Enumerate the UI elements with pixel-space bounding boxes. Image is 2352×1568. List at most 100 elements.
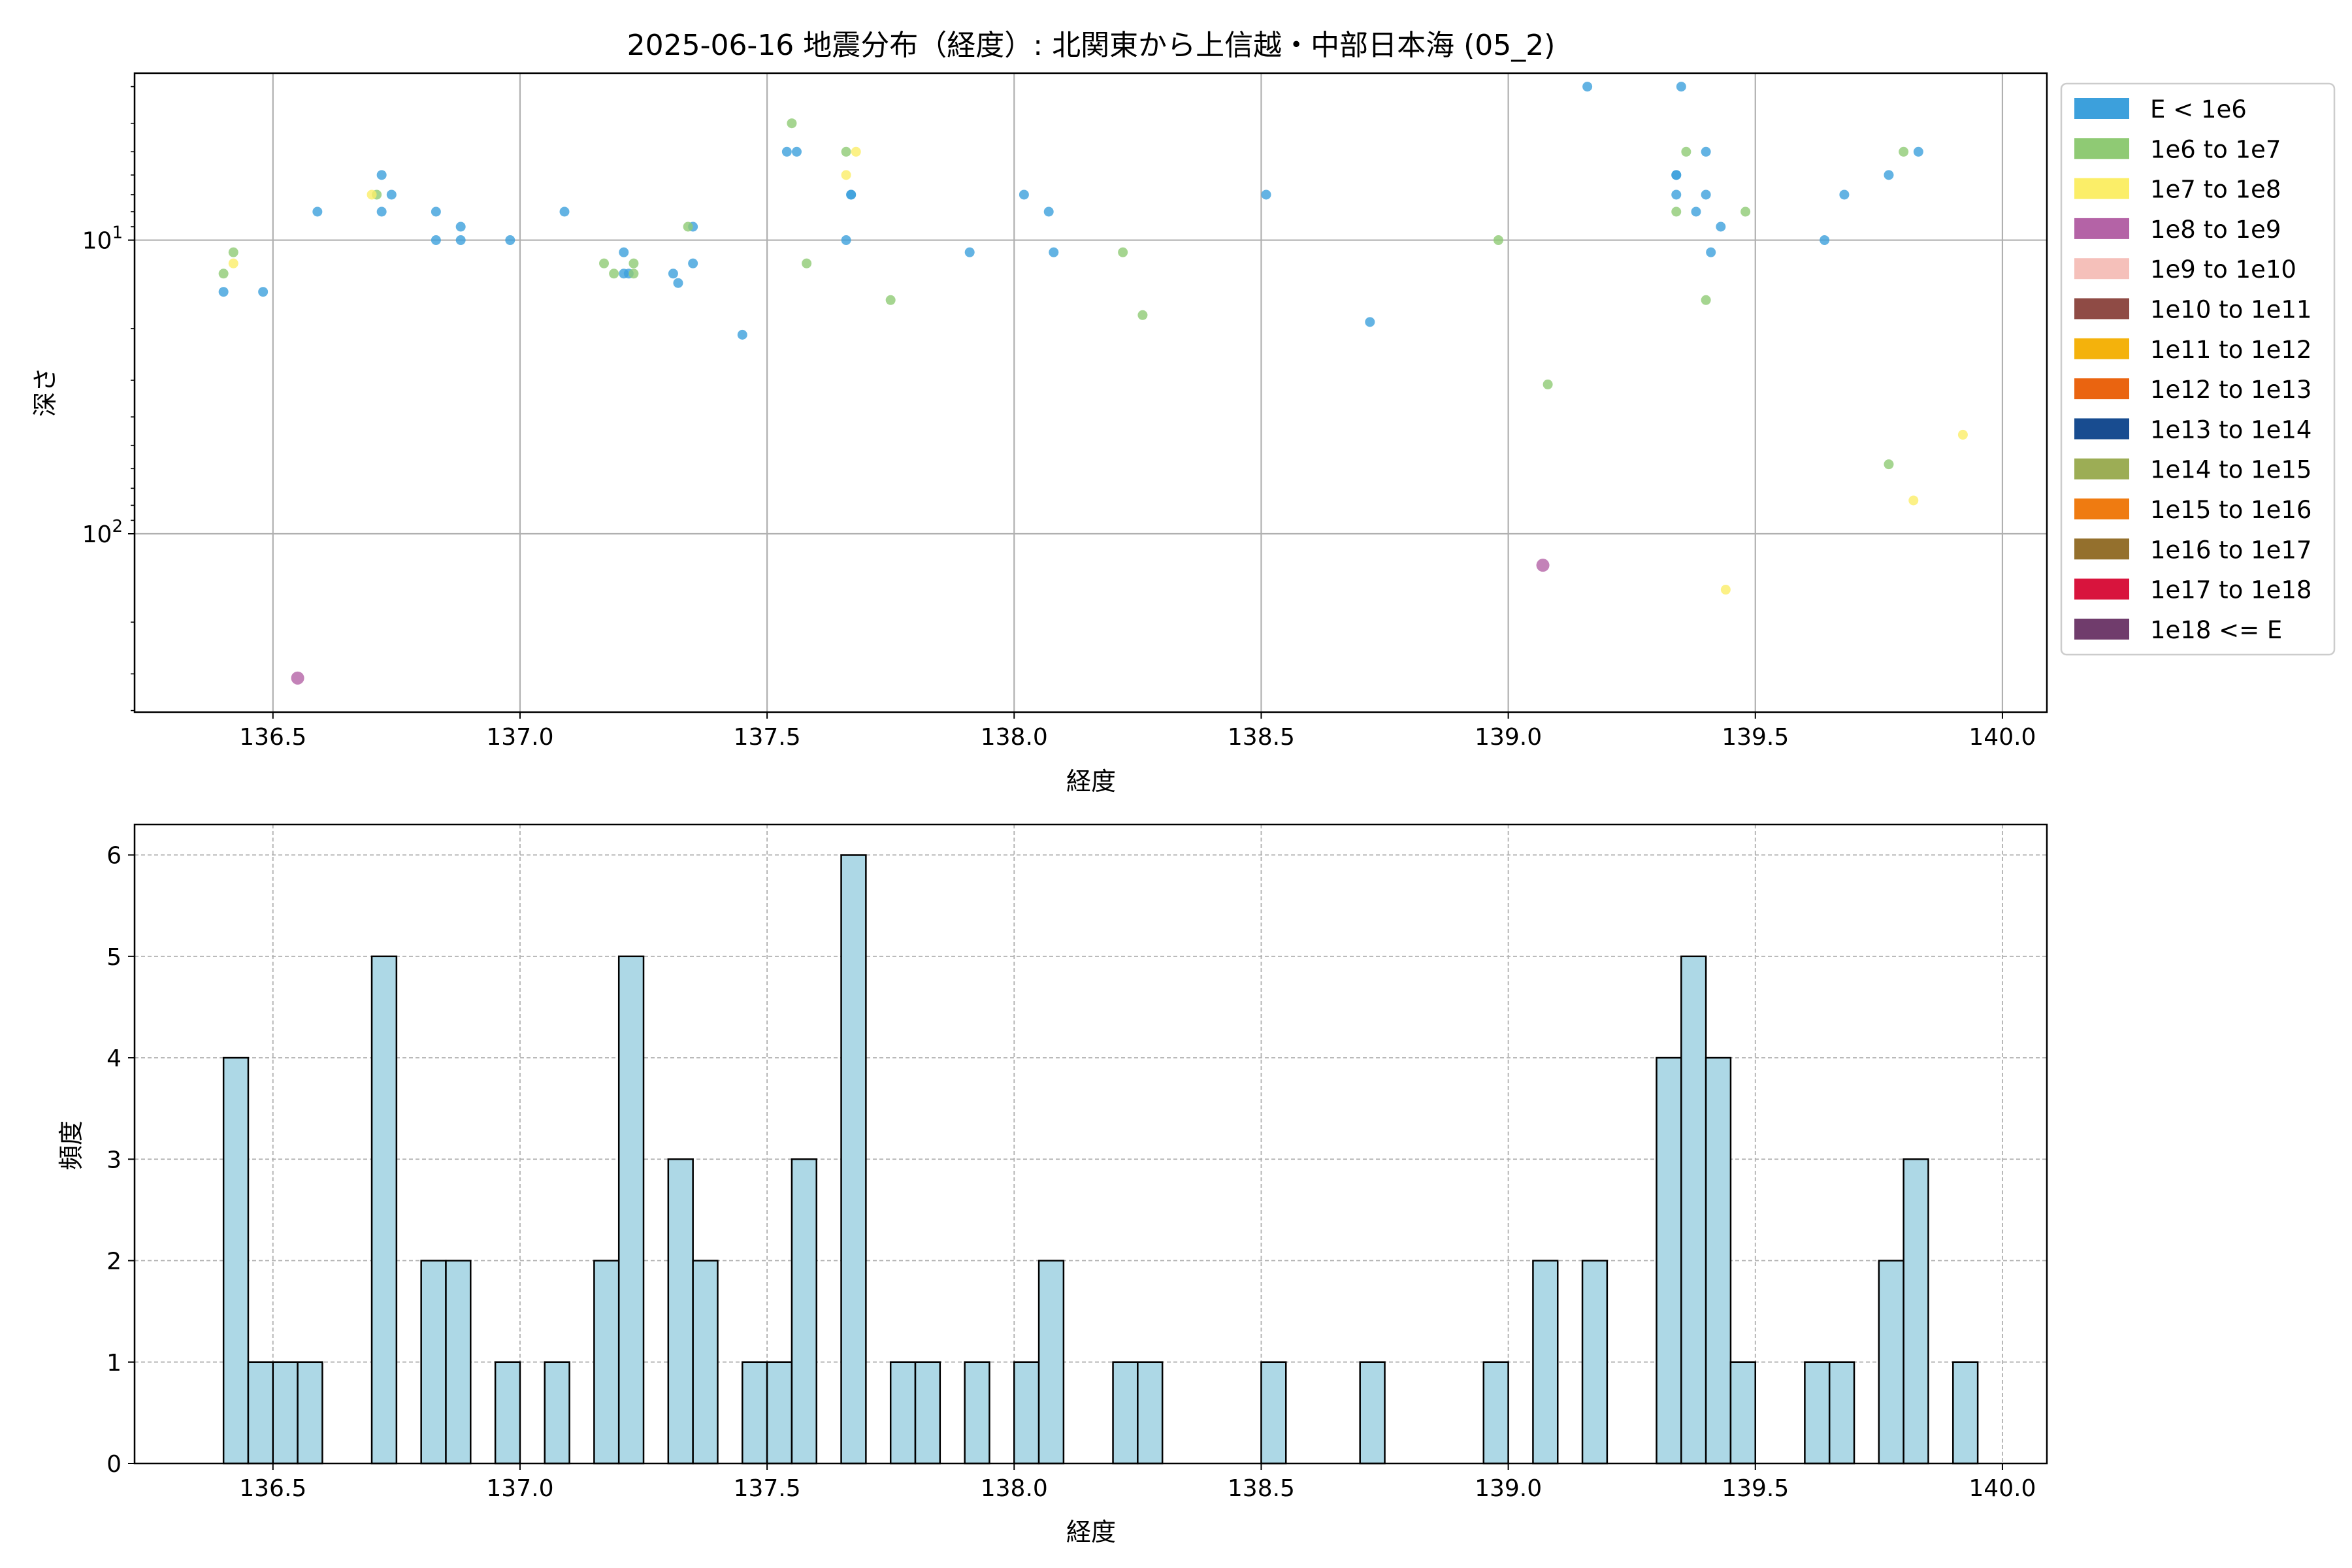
legend-label: 1e17 to 1e18 — [2150, 576, 2311, 604]
histogram-bar — [1260, 1361, 1287, 1465]
scatter-x-tick-label: 139.0 — [1475, 724, 1542, 751]
scatter-y-axis-label: 深さ — [31, 367, 59, 417]
histogram-y-ticks: 0 1 2 3 4 5 6 — [106, 843, 135, 1478]
scatter-x-tick-label: 137.5 — [734, 724, 801, 751]
histogram-bar — [445, 1260, 472, 1465]
histogram-bar — [297, 1361, 323, 1465]
histogram-x-tick-label: 136.5 — [239, 1475, 306, 1502]
histogram-bar — [544, 1361, 570, 1465]
histogram-x-axis-label: 経度 — [1066, 1518, 1116, 1546]
scatter-plot: 136.5 137.0 137.5 138.0 138.5 139.0 139.5 140.0… — [31, 72, 2048, 796]
scatter-point — [802, 258, 812, 269]
scatter-point — [846, 189, 857, 200]
histogram-bar — [964, 1361, 990, 1465]
legend-swatch — [2074, 578, 2129, 600]
legend-label: 1e16 to 1e17 — [2150, 536, 2311, 564]
scatter-point — [1908, 495, 1919, 506]
scatter-point — [609, 269, 619, 279]
legend-swatch — [2074, 138, 2129, 159]
legend-label: 1e11 to 1e12 — [2150, 336, 2311, 364]
legend-box — [2060, 82, 2336, 656]
histogram-bar — [420, 1260, 447, 1465]
scatter-point — [1049, 247, 1059, 257]
scatter-x-tick-label: 137.0 — [486, 724, 553, 751]
scatter-x-tick-label: 138.5 — [1228, 724, 1295, 751]
histogram-bar — [617, 955, 645, 1465]
legend-swatch — [2074, 378, 2129, 400]
histogram-x-ticks: 136.5 137.0 137.5 138.0 138.5 139.0 139.5 140.0 — [239, 1463, 2036, 1502]
scatter-point — [228, 258, 238, 269]
scatter-point — [841, 146, 851, 157]
scatter-axes-frame — [133, 72, 2048, 713]
scatter-x-tick-label: 136.5 — [239, 724, 306, 751]
histogram-x-tick-label: 138.0 — [981, 1475, 1048, 1502]
scatter-point — [1671, 206, 1682, 217]
histogram-bar — [766, 1361, 793, 1465]
scatter-point — [1137, 310, 1148, 320]
histogram-bar — [1656, 1056, 1682, 1465]
scatter-point — [1913, 146, 1923, 157]
histogram-bar — [667, 1158, 694, 1465]
histogram-bar — [1532, 1260, 1559, 1465]
scatter-point — [885, 295, 896, 305]
scatter-point — [629, 258, 639, 269]
scatter-point — [673, 278, 683, 288]
histogram-x-tick-label: 138.5 — [1228, 1475, 1295, 1502]
legend-label: 1e18 <= E — [2150, 616, 2282, 644]
scatter-point — [781, 146, 792, 157]
scatter-point — [431, 235, 441, 246]
scatter-point — [559, 206, 570, 217]
legend-label: 1e10 to 1e11 — [2150, 296, 2311, 324]
legend-label: 1e12 to 1e13 — [2150, 376, 2311, 404]
histogram-bar — [1828, 1361, 1855, 1465]
histogram-bar — [1952, 1361, 1979, 1465]
scatter-point — [1884, 459, 1894, 470]
scatter-point — [1899, 146, 1909, 157]
scatter-point — [619, 247, 629, 257]
histogram-bar — [1137, 1361, 1164, 1465]
scatter-point — [1706, 247, 1716, 257]
scatter-point — [1671, 170, 1682, 180]
histogram-y-tick-label: 5 — [106, 944, 122, 971]
histogram-y-tick-label: 6 — [106, 843, 122, 870]
scatter-y-tick-exponent: 2 — [112, 517, 123, 536]
legend-label: E < 1e6 — [2150, 95, 2247, 123]
legend-swatch — [2074, 458, 2129, 480]
scatter-point — [312, 206, 323, 217]
histogram-x-tick-label: 139.5 — [1722, 1475, 1789, 1502]
scatter-point — [1671, 189, 1682, 200]
scatter-point — [737, 329, 747, 340]
histogram-bar — [889, 1361, 917, 1465]
legend-label: 1e14 to 1e15 — [2150, 456, 2311, 484]
scatter-point — [668, 269, 678, 279]
scatter-point — [291, 671, 304, 685]
scatter-point — [964, 247, 975, 257]
histogram-bar — [692, 1260, 719, 1465]
scatter-point — [218, 287, 229, 297]
histogram-x-tick-label: 137.0 — [486, 1475, 553, 1502]
scatter-point — [1701, 146, 1711, 157]
histogram-bar — [1903, 1158, 1929, 1465]
scatter-point — [1019, 189, 1029, 200]
histogram-bar — [1680, 955, 1707, 1465]
scatter-point — [1957, 429, 1968, 440]
histogram-bar — [1359, 1361, 1386, 1465]
legend-label: 1e8 to 1e9 — [2150, 216, 2281, 244]
histogram-bar — [272, 1361, 299, 1465]
legend-label: 1e15 to 1e16 — [2150, 496, 2311, 524]
scatter-point — [688, 258, 698, 269]
scatter-point — [1701, 189, 1711, 200]
histogram-bar — [914, 1361, 941, 1465]
legend-swatch — [2074, 258, 2129, 280]
scatter-point — [1543, 379, 1553, 389]
histogram-x-tick-label: 140.0 — [1968, 1475, 2036, 1502]
histogram-bar — [1804, 1361, 1831, 1465]
histogram-bar — [1705, 1056, 1732, 1465]
histogram-bar — [1112, 1361, 1139, 1465]
histogram-x-tick-label: 137.5 — [734, 1475, 801, 1502]
histogram-bar — [222, 1056, 250, 1465]
scatter-point — [1582, 82, 1593, 92]
histogram-y-axis-label: 頻度 — [57, 1120, 86, 1170]
scatter-y-tick-base: 10 — [82, 521, 112, 548]
scatter-point — [1365, 317, 1375, 327]
